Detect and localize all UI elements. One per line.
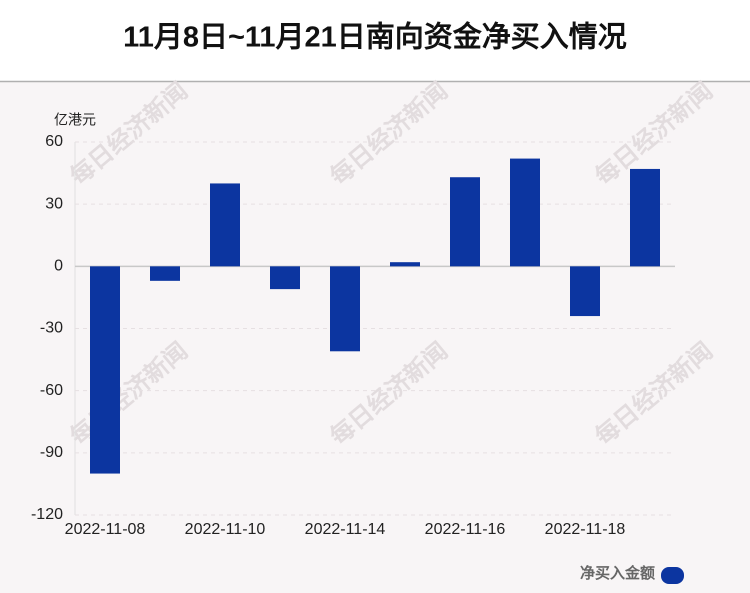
y-tick-label: 0 — [54, 258, 63, 275]
bar — [150, 266, 180, 281]
bar — [630, 168, 660, 267]
bar — [450, 177, 480, 267]
header-background — [0, 0, 750, 81]
y-tick-label: 60 — [45, 133, 63, 150]
y-tick-label: -90 — [40, 444, 63, 461]
y-tick-label: -60 — [40, 382, 63, 399]
y-tick-label: 30 — [45, 195, 63, 212]
bar — [330, 266, 360, 352]
y-tick-label: -30 — [40, 320, 63, 337]
bar — [570, 266, 600, 317]
legend-swatch — [661, 567, 684, 584]
bar — [210, 183, 240, 267]
chart-title: 11月8日~11月21日南向资金净买入情况 — [123, 20, 627, 54]
legend-label: 净买入金额 — [580, 564, 655, 582]
y-axis-label: 亿港元 — [54, 112, 96, 128]
bar — [270, 266, 300, 290]
bar — [510, 158, 540, 267]
bar — [90, 266, 120, 474]
x-tick-label: 2022-11-18 — [545, 521, 626, 538]
x-tick-label: 2022-11-14 — [305, 521, 386, 538]
y-tick-label: -120 — [31, 506, 63, 523]
x-tick-label: 2022-11-08 — [65, 521, 146, 538]
bar — [390, 262, 420, 267]
x-tick-label: 2022-11-10 — [185, 521, 266, 538]
x-tick-label: 2022-11-16 — [425, 521, 506, 538]
